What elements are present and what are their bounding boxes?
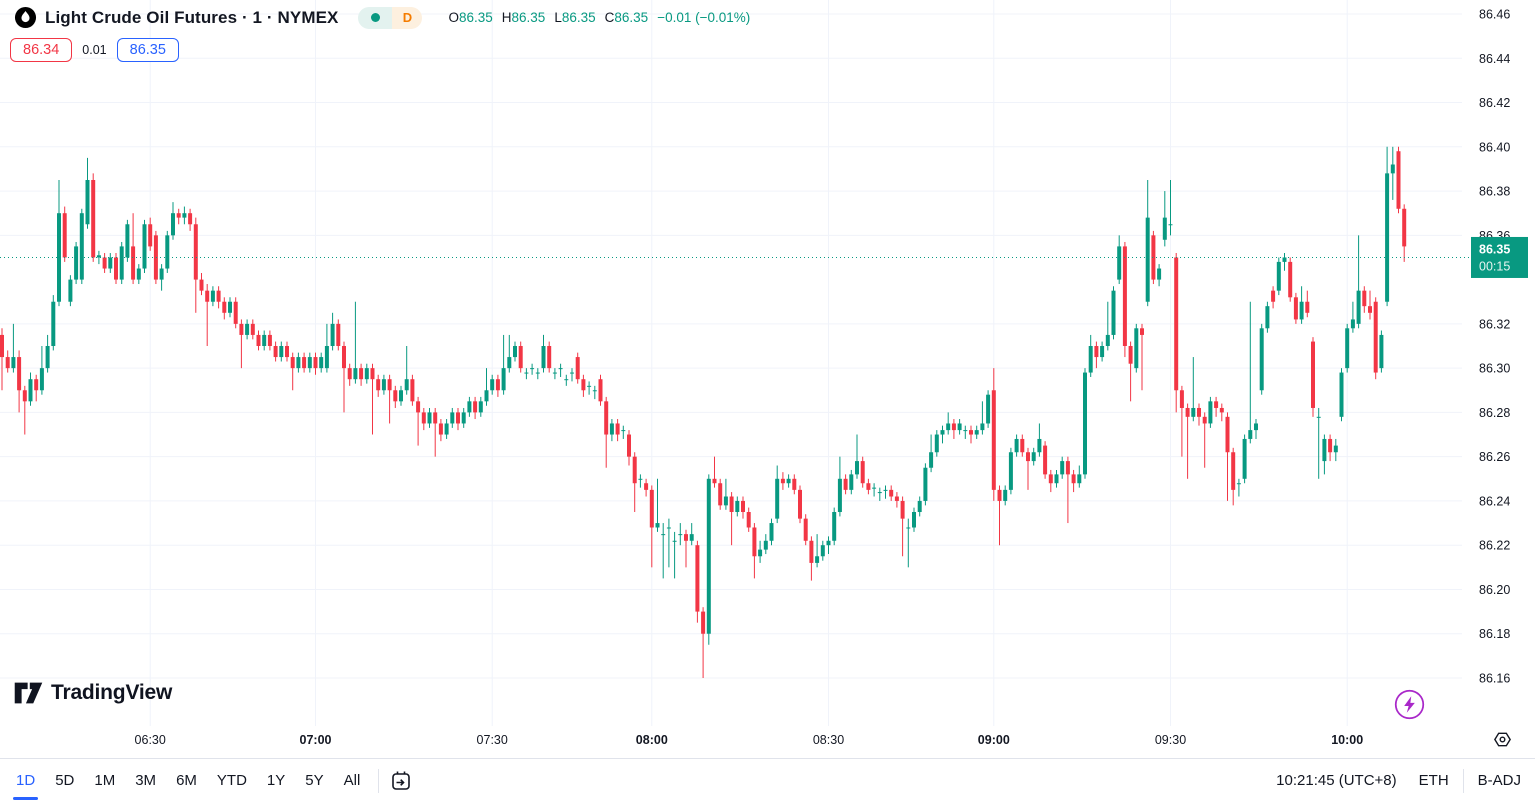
svg-text:86.38: 86.38 — [1479, 185, 1510, 199]
range-button-3m[interactable]: 3M — [135, 771, 157, 789]
svg-text:00:15: 00:15 — [1479, 259, 1510, 273]
svg-text:86.42: 86.42 — [1479, 96, 1510, 110]
open-value: O86.35 — [448, 10, 493, 25]
svg-text:08:30: 08:30 — [813, 733, 844, 747]
candlestick-series — [0, 146, 1407, 678]
range-button-6m[interactable]: 6M — [176, 771, 197, 789]
toolbar-divider — [378, 768, 380, 793]
svg-text:86.16: 86.16 — [1479, 671, 1510, 685]
svg-text:86.20: 86.20 — [1479, 583, 1510, 597]
svg-text:86.18: 86.18 — [1479, 627, 1510, 641]
symbol-title[interactable]: Light Crude Oil Futures · 1 · NYMEX — [45, 7, 339, 27]
svg-text:07:00: 07:00 — [300, 733, 332, 747]
interval-chip[interactable]: D — [392, 6, 423, 29]
svg-text:08:00: 08:00 — [636, 733, 668, 747]
range-button-5y[interactable]: 5Y — [305, 771, 324, 789]
spread-value: 0.01 — [82, 43, 107, 57]
svg-text:09:30: 09:30 — [1155, 733, 1186, 747]
clock-label[interactable]: 10:21:45 (UTC+8) — [1276, 772, 1397, 789]
bottom-toolbar: 1D 5D 1M 3M 6M YTD 1Y 5Y All 10:21:45 (UTC+8) ET… — [0, 758, 1535, 802]
svg-text:86.22: 86.22 — [1479, 539, 1510, 553]
status-chips: D — [358, 6, 423, 29]
gridlines — [0, 0, 1462, 726]
svg-text:86.35: 86.35 — [1479, 242, 1510, 256]
last-price-badge: 86.35 00:15 — [1471, 236, 1528, 278]
range-button-all[interactable]: All — [343, 771, 361, 789]
svg-text:86.46: 86.46 — [1479, 8, 1510, 22]
svg-text:86.28: 86.28 — [1479, 406, 1510, 420]
ask-price-button[interactable]: 86.35 — [116, 38, 179, 62]
close-value: C86.35 — [604, 10, 649, 25]
range-switcher: 1D 5D 1M 3M 6M YTD 1Y 5Y All — [6, 768, 413, 793]
range-button-1d[interactable]: 1D — [6, 768, 45, 793]
time-axis[interactable]: 06:30 07:00 07:30 08:00 08:30 09:00 09:30 10:00 — [135, 733, 1364, 747]
goto-date-icon[interactable] — [389, 769, 413, 793]
svg-text:86.40: 86.40 — [1479, 140, 1510, 154]
range-button-1y[interactable]: 1Y — [266, 771, 286, 789]
lightning-icon[interactable] — [1394, 689, 1425, 720]
quote-row: 86.34 0.01 86.35 — [10, 38, 179, 62]
svg-text:86.30: 86.30 — [1479, 362, 1510, 376]
symbol-header: Light Crude Oil Futures · 1 · NYMEX D O8… — [14, 6, 750, 29]
svg-text:06:30: 06:30 — [135, 733, 166, 747]
range-button-5d[interactable]: 5D — [55, 771, 75, 789]
price-axis[interactable]: 86.4686.4486.4286.4086.3886.3686.3286.30… — [1479, 8, 1510, 686]
oil-drop-icon — [14, 6, 37, 29]
tradingview-logo-icon — [14, 682, 43, 704]
svg-text:10:00: 10:00 — [1331, 733, 1363, 747]
range-button-1m[interactable]: 1M — [94, 771, 116, 789]
svg-text:86.32: 86.32 — [1479, 317, 1510, 331]
toolbar-right: 10:21:45 (UTC+8) ETH B-ADJ — [1276, 768, 1521, 793]
svg-text:86.26: 86.26 — [1479, 450, 1510, 464]
axis-settings-icon[interactable] — [1492, 729, 1513, 750]
market-status-dot-icon — [370, 13, 380, 22]
toolbar-divider — [1462, 768, 1464, 793]
svg-text:07:30: 07:30 — [477, 733, 508, 747]
session-label[interactable]: ETH — [1418, 772, 1449, 789]
high-value: H86.35 — [501, 10, 546, 25]
adjustment-label[interactable]: B-ADJ — [1477, 772, 1521, 789]
low-value: L86.35 — [554, 10, 596, 25]
range-button-ytd[interactable]: YTD — [216, 771, 247, 789]
bid-price-button[interactable]: 86.34 — [10, 38, 73, 62]
tradingview-watermark[interactable]: TradingView — [13, 680, 172, 706]
tradingview-watermark-label: TradingView — [51, 681, 173, 704]
svg-text:86.44: 86.44 — [1479, 52, 1510, 66]
svg-text:09:00: 09:00 — [978, 733, 1010, 747]
market-status-chip[interactable] — [358, 6, 393, 29]
ohlc-row: O86.35 H86.35 L86.35 C86.35 −0.01 (−0.01… — [448, 10, 750, 25]
svg-text:86.24: 86.24 — [1479, 494, 1510, 508]
change-value: −0.01 (−0.01%) — [657, 10, 751, 25]
